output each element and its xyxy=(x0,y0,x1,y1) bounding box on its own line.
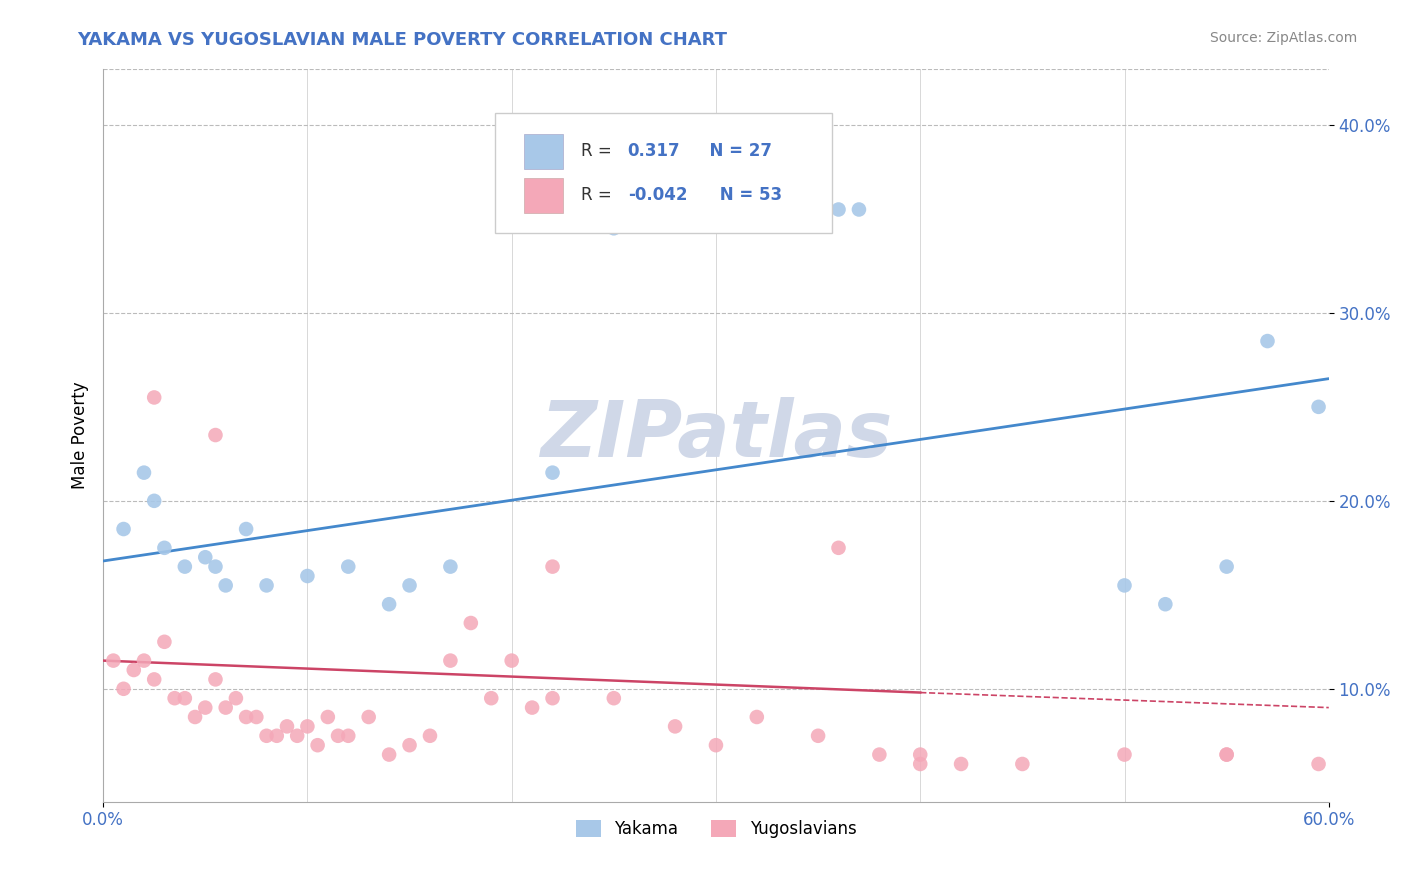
Point xyxy=(950,756,973,771)
Point xyxy=(398,738,420,752)
Point xyxy=(1011,756,1033,771)
Point xyxy=(1215,559,1237,574)
Point xyxy=(439,559,461,574)
Text: N = 53: N = 53 xyxy=(713,186,782,204)
Point xyxy=(827,541,849,555)
Text: R =: R = xyxy=(581,186,617,204)
Point xyxy=(112,522,135,536)
Point xyxy=(112,681,135,696)
Point xyxy=(204,428,226,442)
Text: Source: ZipAtlas.com: Source: ZipAtlas.com xyxy=(1209,31,1357,45)
Point xyxy=(848,202,870,217)
Point xyxy=(337,729,360,743)
Point xyxy=(1215,747,1237,762)
Point xyxy=(1308,756,1330,771)
Point xyxy=(215,578,238,592)
Point xyxy=(256,729,278,743)
Point xyxy=(1114,747,1136,762)
Point xyxy=(337,559,360,574)
Point xyxy=(194,550,217,565)
Point xyxy=(1256,334,1278,348)
Point xyxy=(398,578,420,592)
Point xyxy=(173,691,195,706)
Point xyxy=(245,710,267,724)
Point xyxy=(215,700,238,714)
Text: YAKAMA VS YUGOSLAVIAN MALE POVERTY CORRELATION CHART: YAKAMA VS YUGOSLAVIAN MALE POVERTY CORRE… xyxy=(77,31,727,49)
Point xyxy=(378,597,401,611)
Point xyxy=(603,691,626,706)
Text: R =: R = xyxy=(581,143,617,161)
Point xyxy=(225,691,247,706)
Point xyxy=(460,615,482,630)
Point xyxy=(266,729,288,743)
Point xyxy=(122,663,145,677)
Legend: Yakama, Yugoslavians: Yakama, Yugoslavians xyxy=(569,813,863,845)
Y-axis label: Male Poverty: Male Poverty xyxy=(72,381,89,489)
Text: -0.042: -0.042 xyxy=(627,186,688,204)
Point xyxy=(807,729,830,743)
Point xyxy=(501,654,523,668)
Bar xyxy=(523,178,562,213)
Point xyxy=(143,673,166,687)
Point xyxy=(664,719,686,733)
Point xyxy=(307,738,329,752)
Point xyxy=(173,559,195,574)
Point xyxy=(520,700,543,714)
Point xyxy=(541,559,564,574)
Point xyxy=(1215,747,1237,762)
Point xyxy=(541,466,564,480)
Point xyxy=(276,719,298,733)
Point xyxy=(745,710,768,724)
Text: ZIPatlas: ZIPatlas xyxy=(540,397,891,473)
Point xyxy=(256,578,278,592)
Point xyxy=(541,691,564,706)
Point xyxy=(204,673,226,687)
Point xyxy=(439,654,461,668)
Point xyxy=(235,522,257,536)
FancyBboxPatch shape xyxy=(495,112,832,234)
Point xyxy=(235,710,257,724)
Point xyxy=(378,747,401,762)
Point xyxy=(704,738,727,752)
Point xyxy=(1308,400,1330,414)
Point xyxy=(297,719,319,733)
Point xyxy=(143,493,166,508)
Point xyxy=(419,729,441,743)
Point xyxy=(1154,597,1177,611)
Point xyxy=(868,747,890,762)
Point xyxy=(326,729,349,743)
Point xyxy=(153,541,176,555)
Point xyxy=(357,710,380,724)
Point xyxy=(910,756,932,771)
Point xyxy=(103,654,125,668)
Point xyxy=(163,691,186,706)
Point xyxy=(184,710,207,724)
Point xyxy=(153,635,176,649)
Point xyxy=(204,559,226,574)
Bar xyxy=(523,134,562,169)
Point xyxy=(132,654,155,668)
Point xyxy=(316,710,339,724)
Point xyxy=(143,391,166,405)
Text: 0.317: 0.317 xyxy=(627,143,681,161)
Point xyxy=(132,466,155,480)
Point xyxy=(827,202,849,217)
Point xyxy=(479,691,502,706)
Point xyxy=(603,221,626,235)
Text: N = 27: N = 27 xyxy=(697,143,772,161)
Point xyxy=(297,569,319,583)
Point xyxy=(194,700,217,714)
Point xyxy=(1114,578,1136,592)
Point xyxy=(285,729,308,743)
Point xyxy=(910,747,932,762)
